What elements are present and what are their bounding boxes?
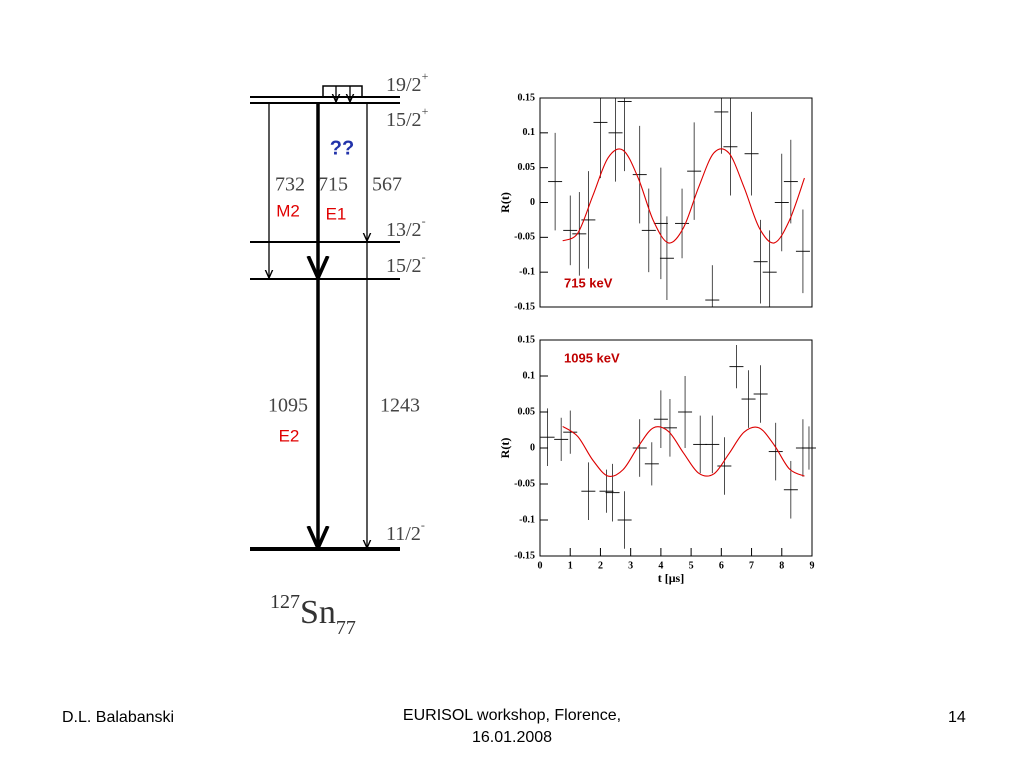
x-axis-label: t [μs] bbox=[658, 571, 684, 585]
multipolarity: E2 bbox=[279, 426, 300, 445]
y-tick-label: 0.15 bbox=[518, 334, 536, 345]
isomer-bracket bbox=[322, 85, 363, 97]
chart: -0.15 -0.1 -0.05 0 0.05 0.1 0.15 0 1 2 3 4 5 6 7 8 9 R(t)… bbox=[498, 334, 816, 585]
neutron-number: 77 bbox=[336, 617, 356, 639]
spin: 13/2 bbox=[386, 219, 422, 241]
y-tick-label: -0.05 bbox=[514, 232, 535, 243]
annotation: 1095 keV bbox=[564, 350, 620, 365]
footer-event-box: EURISOL workshop, Florence, 16.01.2008 bbox=[402, 707, 622, 746]
x-tick-label: 1 bbox=[568, 560, 573, 571]
spin: 19/2 bbox=[386, 74, 422, 96]
spin: 11/2 bbox=[386, 523, 421, 545]
spin: 15/2 bbox=[386, 109, 422, 131]
multipolarity: E1 bbox=[326, 204, 347, 223]
spin-label: 15/2- bbox=[386, 250, 426, 277]
parity: + bbox=[422, 69, 429, 83]
y-tick-label: 0.15 bbox=[518, 92, 536, 103]
level-scheme: 19/2+ 15/2+ 13/2- 15/2- 11/2- 732 715 56… bbox=[250, 69, 429, 639]
y-axis-label: R(t) bbox=[498, 192, 512, 213]
energy-label: 1243 bbox=[380, 395, 420, 417]
footer-page: 14 bbox=[948, 709, 966, 726]
y-tick-label: -0.15 bbox=[514, 301, 535, 312]
multipolarity: M2 bbox=[276, 201, 300, 220]
spin: 15/2 bbox=[386, 255, 422, 277]
parity: - bbox=[422, 250, 426, 264]
energy-label: 732 bbox=[275, 174, 305, 196]
y-tick-label: -0.1 bbox=[519, 266, 535, 277]
y-tick-label: 0.1 bbox=[523, 127, 536, 138]
y-tick-label: -0.1 bbox=[519, 514, 535, 525]
mass-number: 127 bbox=[270, 591, 300, 613]
y-tick-label: 0.05 bbox=[518, 162, 536, 173]
parity: - bbox=[422, 214, 426, 228]
x-tick-label: 5 bbox=[689, 560, 694, 571]
y-tick-label: 0.05 bbox=[518, 406, 536, 417]
x-tick-label: 7 bbox=[749, 560, 754, 571]
annotation: 715 keV bbox=[564, 275, 613, 290]
x-tick-label: 4 bbox=[658, 560, 663, 571]
spin-label: 11/2- bbox=[386, 518, 425, 545]
spin-label: 13/2- bbox=[386, 214, 426, 241]
footer-author: D.L. Balabanski bbox=[62, 709, 174, 726]
nucleus: 127Sn77 bbox=[270, 591, 356, 639]
y-tick-label: -0.15 bbox=[514, 550, 535, 561]
question: ?? bbox=[330, 137, 354, 159]
y-tick-label: 0 bbox=[530, 442, 535, 453]
x-tick-label: 6 bbox=[719, 560, 724, 571]
spin-label: 19/2+ bbox=[386, 69, 429, 96]
fit-curve bbox=[562, 425, 805, 478]
x-tick-label: 0 bbox=[538, 560, 543, 571]
x-tick-label: 3 bbox=[628, 560, 633, 571]
y-tick-label: 0 bbox=[530, 197, 535, 208]
x-tick-label: 9 bbox=[810, 560, 815, 571]
energy-label: 1095 bbox=[268, 395, 308, 417]
energy-label: 567 bbox=[372, 174, 402, 196]
footer-event: EURISOL workshop, Florence, 16.01.2008 bbox=[402, 707, 622, 746]
chart: -0.15 -0.1 -0.05 0 0.05 0.1 0.15 R(t) 715 keV bbox=[498, 92, 813, 312]
x-tick-label: 8 bbox=[779, 560, 784, 571]
element: Sn bbox=[300, 594, 336, 631]
x-tick-label: 2 bbox=[598, 560, 603, 571]
y-tick-label: 0.1 bbox=[523, 370, 536, 381]
parity: - bbox=[421, 518, 425, 532]
plot-frame bbox=[539, 339, 813, 557]
y-axis-label: R(t) bbox=[498, 438, 512, 459]
spin-label: 15/2+ bbox=[386, 104, 429, 131]
energy-label: 715 bbox=[318, 174, 348, 196]
y-tick-label: -0.05 bbox=[514, 478, 535, 489]
parity: + bbox=[422, 104, 429, 118]
fit-curve bbox=[562, 148, 805, 244]
